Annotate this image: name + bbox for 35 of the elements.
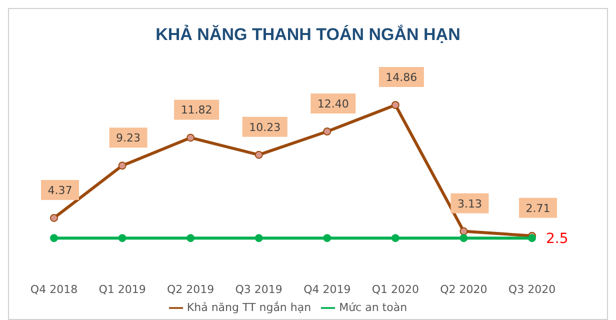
x-tick-label: Q4 2018 [30, 282, 78, 296]
chart-title: KHẢ NĂNG THANH TOÁN NGẮN HẠN [154, 25, 462, 45]
point [391, 101, 400, 109]
point [528, 234, 536, 242]
point [323, 127, 332, 136]
data-label: 10.23 [249, 120, 281, 134]
point [50, 214, 58, 222]
point [118, 162, 126, 170]
legend-label: Khả năng TT ngắn hạn [186, 301, 312, 314]
point [254, 234, 263, 242]
x-tick-label: Q3 2019 [235, 282, 282, 296]
data-label: 9.23 [116, 132, 141, 145]
legend-label: Mức an toàn [339, 301, 408, 314]
point [323, 234, 332, 242]
data-label: 14.86 [386, 71, 418, 84]
data-label: 12.40 [317, 97, 349, 110]
point [118, 234, 126, 242]
point [460, 227, 468, 236]
data-label: 11.82 [180, 104, 212, 117]
x-tick-label: Q4 2019 [304, 282, 351, 296]
point [186, 234, 195, 242]
data-label: 4.37 [48, 184, 72, 197]
data-label: 2.71 [526, 202, 550, 215]
point [391, 234, 400, 242]
x-tick-label: Q2 2020 [440, 282, 488, 296]
x-tick-label: Q1 2019 [98, 282, 146, 296]
x-tick-label: Q3 2020 [508, 282, 556, 296]
point [254, 150, 263, 159]
point [186, 134, 195, 142]
x-tick-label: Q1 2020 [372, 282, 420, 296]
x-tick-label: Q2 2019 [166, 282, 214, 296]
data-label: 3.13 [457, 197, 482, 210]
data-label: 2.5 [546, 231, 568, 248]
point [460, 234, 468, 242]
point [50, 234, 58, 242]
